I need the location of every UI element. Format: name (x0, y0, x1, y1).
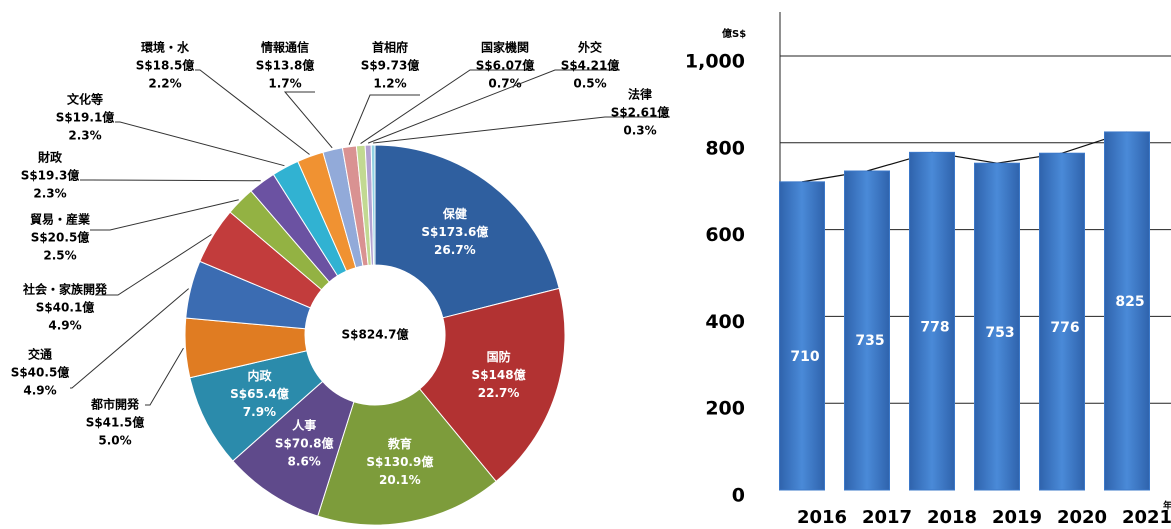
slice (418, 287, 566, 483)
leader-line (360, 69, 535, 144)
bar (909, 151, 955, 491)
slice-label: 首相府 (372, 40, 408, 55)
value-label: S$130.9億 (366, 454, 433, 469)
slice-label: 文化等 (67, 92, 103, 107)
value-label: S$19.3億 (21, 168, 80, 183)
percent-label: 5.0% (98, 434, 131, 448)
slice (317, 388, 497, 526)
percent-label: 2.3% (33, 187, 66, 201)
x-tick-label: 2016 (797, 507, 847, 528)
y-tick-label: 800 (705, 137, 745, 159)
leader-line (70, 288, 189, 389)
bar (1039, 152, 1085, 491)
data-label: 825 (1115, 294, 1144, 310)
value-label: S$40.1億 (36, 300, 95, 315)
leader-line (115, 121, 285, 167)
x-tick-label: 2021 (1122, 507, 1171, 528)
percent-label: 20.1% (379, 473, 421, 487)
percent-label: 22.7% (478, 386, 520, 400)
bar (844, 170, 890, 491)
percent-label: 4.9% (23, 384, 56, 398)
data-label: 753 (985, 325, 1014, 341)
percent-label: 2.3% (68, 129, 101, 143)
y-tick-label: 0 (732, 485, 745, 507)
leader-line (95, 234, 212, 296)
y-tick-label: 600 (705, 224, 745, 246)
x-tick-label: 2018 (927, 507, 977, 528)
value-label: S$148億 (472, 367, 526, 382)
value-label: S$173.6億 (421, 224, 488, 239)
value-label: S$20.5億 (31, 230, 90, 245)
data-label: 776 (1050, 320, 1079, 336)
leader-line (80, 179, 261, 182)
slice-label: 環境・水 (141, 40, 190, 55)
y-tick-label: 200 (705, 398, 745, 420)
bar (779, 181, 825, 491)
value-label: S$40.5億 (11, 365, 70, 380)
percent-label: 2.5% (43, 249, 76, 263)
slice-label: 社会・家族開発 (22, 282, 108, 297)
value-label: S$2.61億 (611, 105, 670, 120)
x-tick-label: 2020 (1057, 507, 1107, 528)
bar (974, 162, 1020, 491)
slice-label: 情報通信 (261, 40, 309, 55)
percent-label: 26.7% (434, 243, 476, 257)
y-tick-label: 400 (705, 311, 745, 333)
slice-label: 交通 (28, 347, 52, 362)
slice-label: 貿易・産業 (30, 212, 91, 227)
value-label: S$4.21億 (561, 58, 620, 73)
y-unit-label: 億S$ (722, 27, 746, 40)
slice (370, 144, 376, 266)
y-tick-label: 1,000 (685, 51, 745, 73)
percent-label: 7.9% (243, 405, 276, 419)
center-label: S$824.7億 (342, 327, 409, 342)
data-label: 710 (790, 349, 819, 365)
charts: 保健 S$173.6億 26.7% 国防 S$148億 22.7% 教育 S$130.9億 20… (11, 12, 1171, 528)
slice-label: 教育 (387, 436, 412, 451)
value-label: S$18.5億 (136, 58, 195, 73)
value-label: S$70.8億 (275, 436, 334, 451)
x-tick-label: 2017 (862, 507, 912, 528)
leader-line (283, 91, 333, 149)
percent-label: 1.7% (268, 77, 301, 91)
percent-label: 4.9% (48, 319, 81, 333)
percent-label: 0.5% (573, 77, 606, 91)
data-label: 735 (855, 333, 884, 349)
slice-label: 法律 (628, 87, 652, 102)
slice-label: 保健 (442, 206, 468, 221)
leader-line (367, 69, 620, 144)
leader-line (348, 94, 420, 145)
percent-label: 1.2% (373, 77, 406, 91)
x-unit-label: 年 (1163, 500, 1171, 512)
leader-line (90, 199, 239, 231)
value-label: S$13.8億 (256, 58, 315, 73)
bar (1104, 131, 1150, 491)
slice (374, 144, 560, 319)
leader-line (145, 347, 184, 406)
percent-label: 2.2% (148, 77, 181, 91)
value-label: S$6.07億 (476, 58, 535, 73)
slice-label: 人事 (292, 418, 316, 433)
slice-label: 内政 (247, 368, 272, 383)
slice-label: 国防 (487, 349, 511, 364)
slice-label: 国家機関 (481, 40, 529, 55)
percent-label: 0.3% (623, 124, 656, 138)
value-label: S$9.73億 (361, 58, 420, 73)
slice-label: 外交 (578, 40, 602, 55)
leader-line (373, 116, 670, 144)
percent-label: 8.6% (288, 455, 321, 469)
percent-label: 0.7% (488, 77, 521, 91)
leader-line (195, 69, 310, 155)
data-label: 778 (920, 319, 949, 335)
value-label: S$41.5億 (86, 415, 145, 430)
value-label: S$19.1億 (56, 110, 115, 125)
slice-label: 財政 (37, 150, 63, 165)
value-label: S$65.4億 (230, 386, 289, 401)
slice-label: 都市開発 (90, 397, 140, 412)
x-tick-label: 2019 (992, 507, 1042, 528)
